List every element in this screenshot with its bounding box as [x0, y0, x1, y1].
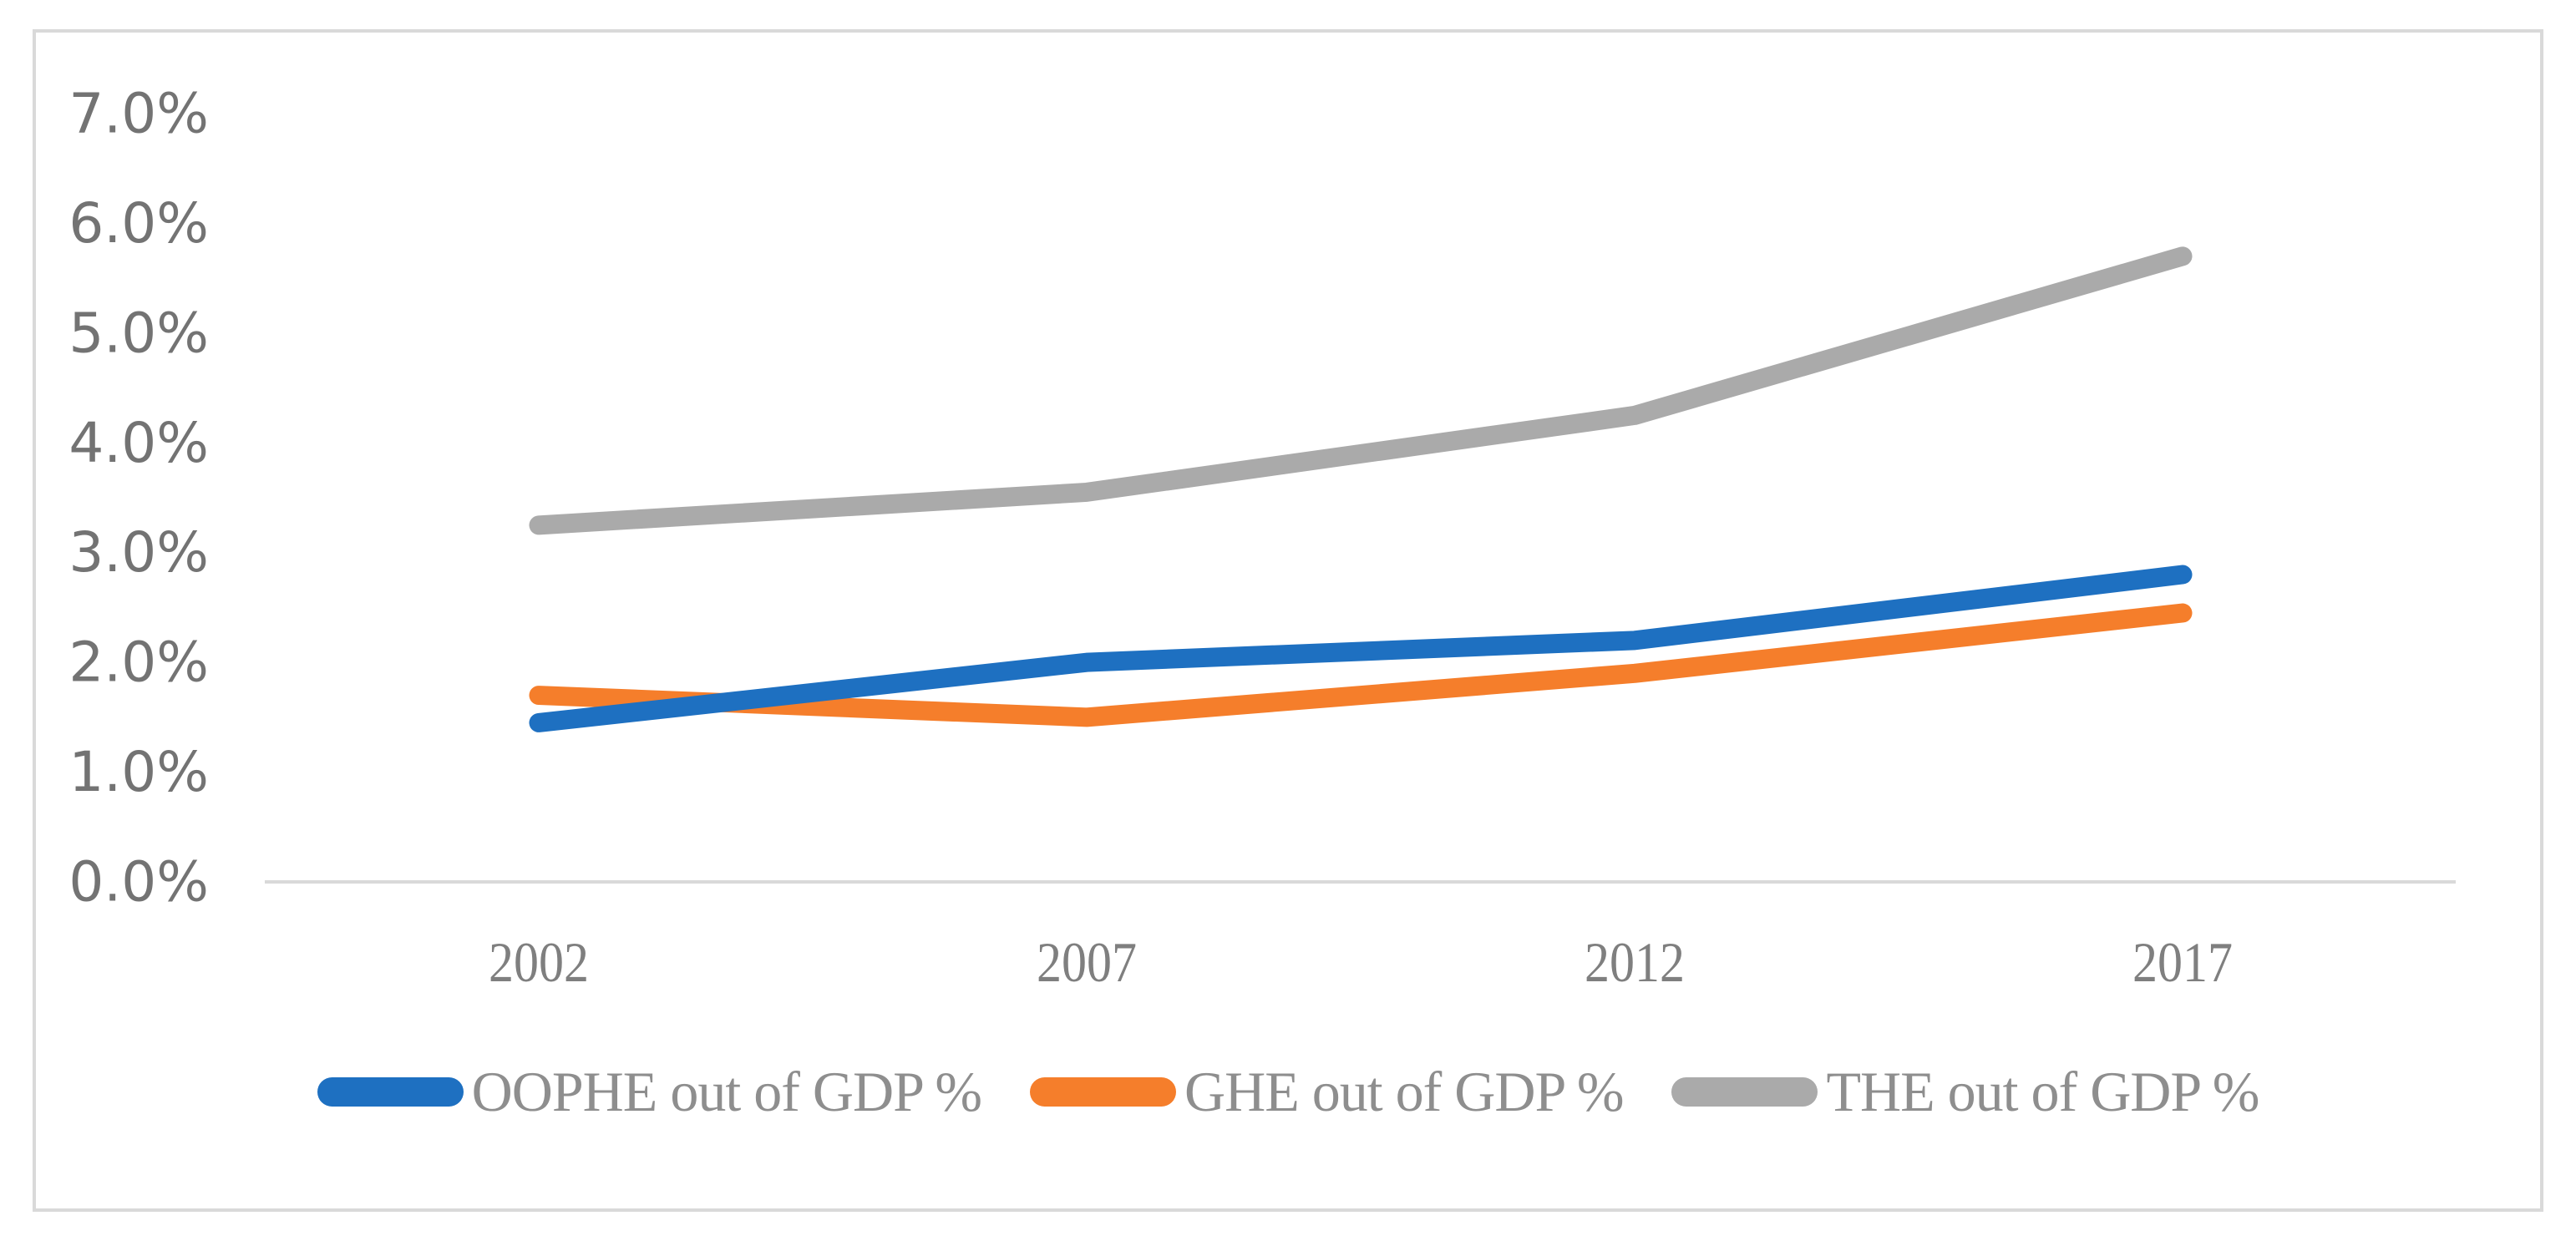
x-axis-tick-labels: 2002 2007 2012 2017 — [489, 930, 2233, 994]
y-tick-label: 1.0% — [68, 740, 209, 804]
x-tick-label: 2017 — [2132, 930, 2233, 994]
legend-item-the: THE out of GDP % — [1671, 1054, 2259, 1129]
y-tick-label: 6.0% — [68, 191, 209, 256]
series-lines — [529, 246, 2193, 732]
legend-label-the: THE out of GDP % — [1826, 1059, 2259, 1123]
figure-border — [33, 29, 2543, 1212]
y-tick-label: 0.0% — [68, 850, 209, 914]
legend-label-ghe: GHE out of GDP % — [1184, 1059, 1624, 1123]
series-line-oophe — [529, 565, 2193, 732]
y-tick-label: 3.0% — [68, 520, 209, 585]
y-axis-tick-labels: 0.0% 1.0% 2.0% 3.0% 4.0% 5.0% 6.0% 7.0% — [68, 82, 209, 914]
series-line-the — [529, 246, 2193, 535]
legend-marker-ghe — [1030, 1076, 1177, 1107]
x-tick-label: 2007 — [1037, 930, 1137, 994]
chart-legend: OOPHE out of GDP % GHE out of GDP % THE … — [0, 1054, 2576, 1129]
y-tick-label: 7.0% — [68, 82, 209, 146]
legend-item-ghe: GHE out of GDP % — [1030, 1054, 1624, 1129]
y-tick-label: 5.0% — [68, 301, 209, 365]
legend-marker-oophe — [317, 1076, 464, 1107]
series-line-ghe — [529, 603, 2193, 727]
y-tick-label: 4.0% — [68, 411, 209, 475]
y-tick-label: 2.0% — [68, 631, 209, 695]
x-tick-label: 2002 — [489, 930, 589, 994]
legend-label-oophe: OOPHE out of GDP % — [471, 1059, 982, 1123]
legend-item-oophe: OOPHE out of GDP % — [317, 1054, 982, 1129]
legend-marker-the — [1671, 1076, 1818, 1107]
x-tick-label: 2012 — [1585, 930, 1685, 994]
